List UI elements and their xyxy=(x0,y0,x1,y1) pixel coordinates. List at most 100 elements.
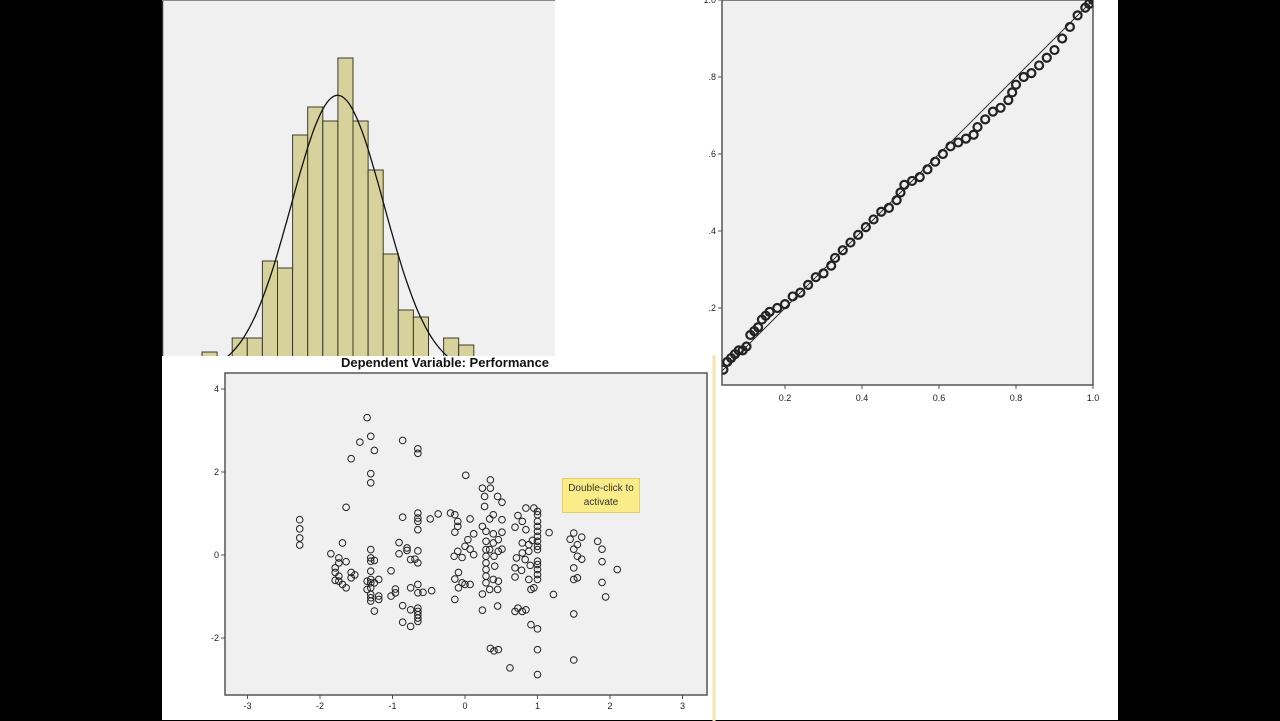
data-point xyxy=(366,579,375,587)
data-point xyxy=(485,585,494,594)
data-point xyxy=(395,538,403,547)
y-tick-label: -2 xyxy=(211,633,219,643)
data-point xyxy=(494,645,503,654)
x-tick-label: 0 xyxy=(462,701,467,711)
data-point xyxy=(461,471,470,480)
data-point xyxy=(406,622,415,631)
data-point xyxy=(453,517,462,526)
data-point xyxy=(414,509,422,517)
data-point xyxy=(366,593,375,602)
data-point xyxy=(395,549,403,558)
data-point xyxy=(533,527,542,536)
reference-line xyxy=(722,0,1093,372)
data-point xyxy=(569,575,578,584)
x-tick-label: -3 xyxy=(243,701,251,711)
data-point xyxy=(453,547,462,556)
data-point xyxy=(545,528,553,537)
data-point xyxy=(533,542,542,551)
data-point xyxy=(411,555,419,563)
tooltip-line-2: activate xyxy=(583,497,619,508)
data-point xyxy=(486,476,495,484)
x-tick-label: 0.6 xyxy=(933,393,946,403)
y-tick-label: .8 xyxy=(708,72,716,82)
data-point xyxy=(347,454,355,463)
data-point xyxy=(1064,21,1076,33)
data-point xyxy=(454,583,463,592)
data-point xyxy=(518,607,527,616)
data-point xyxy=(478,484,487,492)
data-point xyxy=(528,536,537,545)
data-point xyxy=(601,593,610,601)
x-tick-label: -1 xyxy=(388,701,396,711)
data-point xyxy=(530,583,538,592)
histogram-bar xyxy=(458,344,475,356)
data-point xyxy=(922,164,933,175)
data-point xyxy=(810,272,821,283)
data-point xyxy=(1072,10,1083,21)
data-point xyxy=(461,542,469,551)
data-point xyxy=(458,553,466,562)
data-point xyxy=(995,102,1006,113)
data-point xyxy=(490,562,499,571)
data-point xyxy=(573,552,582,561)
data-point xyxy=(598,578,606,587)
data-point xyxy=(480,492,489,501)
data-point xyxy=(514,511,522,520)
data-point xyxy=(826,260,837,271)
data-point xyxy=(972,121,983,133)
data-point xyxy=(533,545,542,554)
data-point xyxy=(498,545,506,553)
data-point xyxy=(466,515,474,523)
data-point xyxy=(486,484,495,492)
data-point xyxy=(434,510,442,518)
plot-marks xyxy=(722,0,1093,375)
plot-area xyxy=(224,372,708,696)
x-tick-label: 1 xyxy=(535,701,540,711)
plot-area xyxy=(721,0,1094,386)
data-point xyxy=(406,583,415,592)
data-point xyxy=(593,537,602,546)
data-point xyxy=(569,564,578,572)
data-point xyxy=(490,552,498,561)
y-tick-label: 1.0 xyxy=(703,0,716,5)
data-point xyxy=(493,492,502,501)
data-point xyxy=(511,573,519,581)
data-point xyxy=(356,438,364,446)
data-point xyxy=(1026,68,1037,79)
data-point xyxy=(868,214,879,225)
pp-plot-chart[interactable]: 0.2 0.4 0.6 0.8 1.0 .2 .4 .6 .8 1.0 xyxy=(162,0,1118,404)
histogram-chart[interactable] xyxy=(162,0,562,356)
data-point xyxy=(366,478,375,487)
y-tick-label: .2 xyxy=(708,303,716,313)
data-point xyxy=(527,620,535,629)
y-tick-label: 0 xyxy=(214,550,219,560)
data-point xyxy=(414,580,422,589)
x-tick-label: -2 xyxy=(316,701,324,711)
data-point xyxy=(1018,71,1029,83)
data-point xyxy=(533,560,542,569)
data-point xyxy=(366,597,375,605)
spss-output-viewer: 0.2 0.4 0.6 0.8 1.0 .2 .4 .6 .8 1.0 Dependent Var… xyxy=(162,0,1118,721)
data-point xyxy=(1084,0,1093,9)
data-point xyxy=(493,585,502,594)
data-point xyxy=(391,585,400,593)
data-point xyxy=(461,580,469,589)
data-point xyxy=(1033,60,1045,71)
data-point xyxy=(414,547,422,555)
data-point xyxy=(366,469,375,478)
y-tick-label: 4 xyxy=(214,384,219,394)
data-point xyxy=(518,549,527,557)
chart-title: Dependent Variable: Performance xyxy=(341,355,549,370)
data-point xyxy=(533,570,542,579)
data-point xyxy=(522,525,530,534)
data-point xyxy=(450,552,458,561)
data-point xyxy=(387,566,395,575)
data-point xyxy=(374,575,383,584)
data-point xyxy=(489,530,498,538)
histogram-bar xyxy=(201,351,218,356)
data-point xyxy=(403,544,411,552)
data-point xyxy=(398,601,407,610)
x-tick-label: 0.8 xyxy=(1010,393,1023,403)
residual-scatter-chart[interactable]: Dependent Variable: Performance -3 -2 -1 0 1 2… xyxy=(162,355,718,721)
data-point xyxy=(478,522,487,531)
